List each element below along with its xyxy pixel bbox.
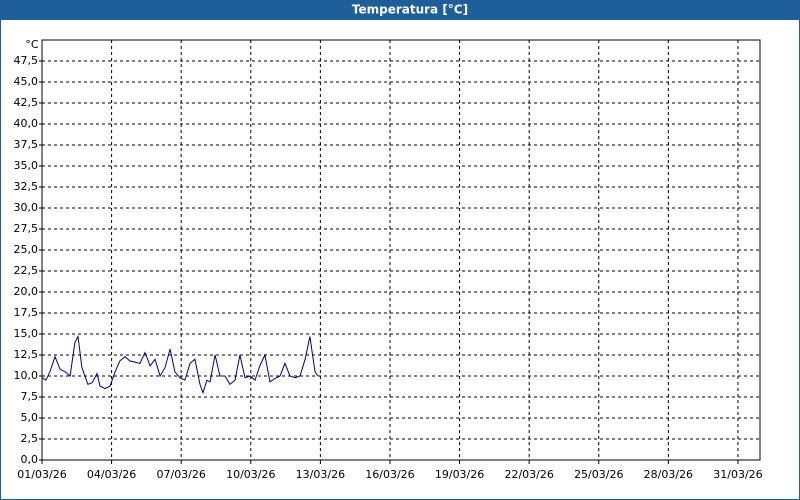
y-unit: °C: [25, 38, 39, 51]
x-tick-label: 19/03/26: [435, 468, 484, 481]
x-tick-label: 01/03/26: [17, 468, 66, 481]
y-tick-label: 37,5: [14, 138, 39, 151]
chart-title: Temperatura [°C]: [352, 3, 468, 17]
y-tick-label: 12,5: [14, 348, 39, 361]
y-tick-label: 15,0: [14, 327, 39, 340]
y-tick-label: 25,0: [14, 243, 39, 256]
y-tick-label: 42,5: [14, 96, 39, 109]
temperature-line: [41, 334, 319, 395]
y-tick-label: 35,0: [14, 159, 39, 172]
y-tick-label: 0,0: [21, 453, 39, 466]
y-tick-label: 2,5: [21, 432, 39, 445]
x-tick-label: 31/03/26: [713, 468, 762, 481]
y-tick-label: 22,5: [14, 264, 39, 277]
x-tick-label: 22/03/26: [504, 468, 553, 481]
x-tick-label: 13/03/26: [296, 468, 345, 481]
y-tick-label: 30,0: [14, 201, 39, 214]
y-tick-label: 40,0: [14, 117, 39, 130]
x-tick-label: 16/03/26: [365, 468, 414, 481]
y-tick-label: 32,5: [14, 180, 39, 193]
x-tick-label: 28/03/26: [644, 468, 693, 481]
y-tick-label: 7,5: [21, 390, 39, 403]
y-tick-label: 10,0: [14, 369, 39, 382]
y-tick-label: 47,5: [14, 54, 39, 67]
y-tick-label: 27,5: [14, 222, 39, 235]
x-tick-label: 04/03/26: [87, 468, 136, 481]
y-tick-label: 17,5: [14, 306, 39, 319]
x-tick-label: 10/03/26: [226, 468, 275, 481]
y-tick-label: 20,0: [14, 285, 39, 298]
y-tick-label: 45,0: [14, 75, 39, 88]
x-tick-label: 25/03/26: [574, 468, 623, 481]
plot-area: [41, 39, 761, 461]
x-tick-label: 07/03/26: [156, 468, 205, 481]
y-tick-label: 5,0: [21, 411, 39, 424]
